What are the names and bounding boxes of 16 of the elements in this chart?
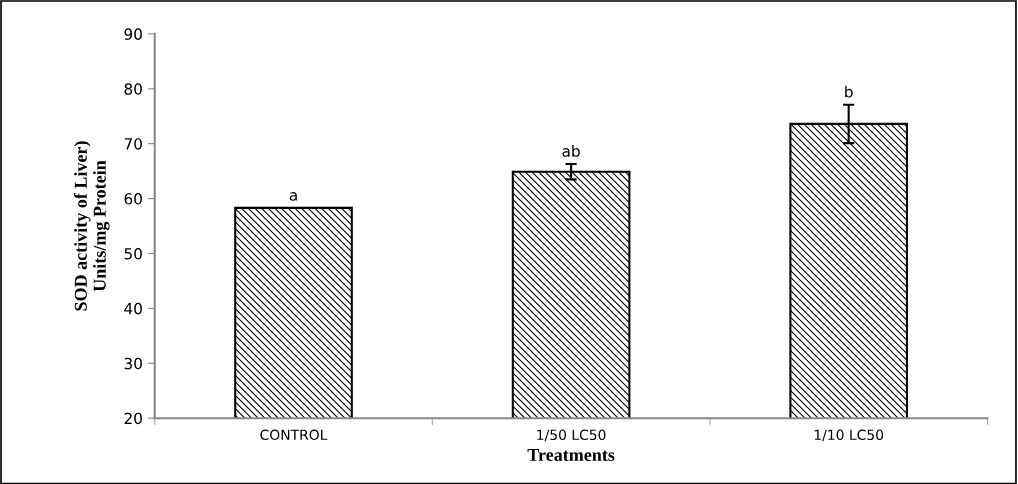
annotation: b xyxy=(845,85,853,98)
x-tick-label: CONTROL xyxy=(260,429,328,441)
y-axis-title: SOD activity of Liver) Units/mg Protein xyxy=(73,141,110,311)
y-tick-label: 30 xyxy=(124,357,142,370)
annotation: ab xyxy=(562,145,580,157)
y-tick-label: 50 xyxy=(124,247,142,260)
y-tick-label: 70 xyxy=(124,138,142,150)
x-axis-title: Treatments xyxy=(527,448,615,461)
y-tick-label: 60 xyxy=(124,193,142,205)
x-tick-label: 1/10 LC50 xyxy=(814,429,884,442)
y-tick-label: 80 xyxy=(124,83,142,95)
annotation: a xyxy=(289,192,297,201)
y-tick-label: 20 xyxy=(124,412,142,425)
y-tick-label: 40 xyxy=(124,302,142,315)
y-tick-label: 90 xyxy=(124,28,142,40)
x-tick-label: 1/50 LC50 xyxy=(537,429,606,442)
